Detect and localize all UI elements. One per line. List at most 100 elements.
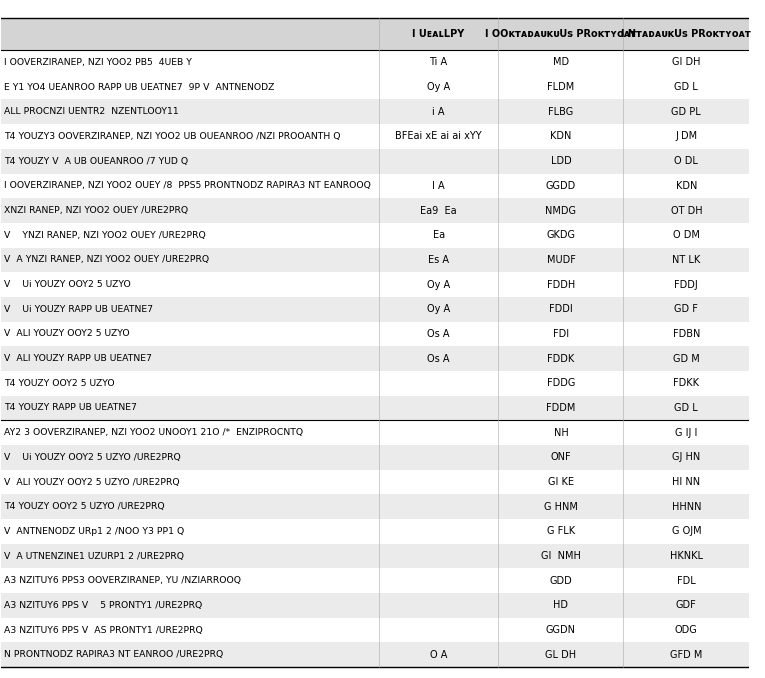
Text: Oy A: Oy A [427,304,450,315]
Text: T4 YOUZY OOY2 5 UZYO /URE2PRQ: T4 YOUZY OOY2 5 UZYO /URE2PRQ [4,502,164,511]
Text: T4 YOUZY3 OOVERZIRANEP, NZI YOO2 UB OUEANROO /NZI PROOANTH Q: T4 YOUZY3 OOVERZIRANEP, NZI YOO2 UB OUEA… [4,132,340,141]
Text: ODG: ODG [675,625,698,635]
Text: FDI: FDI [553,329,569,339]
Text: HHNN: HHNN [672,502,701,512]
Text: T4 YOUZY V  A UB OUEANROO /7 YUD Q: T4 YOUZY V A UB OUEANROO /7 YUD Q [4,157,188,165]
Bar [1,50,749,75]
Bar [1,568,749,593]
Text: FDDI: FDDI [549,304,573,315]
Bar [1,593,749,618]
Text: A3 NZITUY6 PPS V    5 PRONTY1 /URE2PRQ: A3 NZITUY6 PPS V 5 PRONTY1 /URE2PRQ [4,601,202,610]
Bar [1,75,749,100]
Text: ALL PROCNZI UENTR2  NZENTLOOY11: ALL PROCNZI UENTR2 NZENTLOOY11 [4,107,178,117]
Text: G FLK: G FLK [547,526,575,536]
Text: I NᴛᴀᴅᴀᴜᴋUs PRᴏᴋᴛʏᴏᴀᴛ: I NᴛᴀᴅᴀᴜᴋUs PRᴏᴋᴛʏᴏᴀᴛ [621,29,751,39]
Text: FDDJ: FDDJ [675,279,698,290]
Text: GDF: GDF [676,601,697,610]
Text: A3 NZITUY6 PPS3 OOVERZIRANEP, YU /NZIARROOQ: A3 NZITUY6 PPS3 OOVERZIRANEP, YU /NZIARR… [4,576,241,585]
Text: GD L: GD L [675,82,698,92]
Text: G OJM: G OJM [672,526,702,536]
Bar [1,396,749,420]
Text: I OOVERZIRANEP, NZI YOO2 OUEY /8  PPS5 PRONTNODZ RAPIRA3 NT EANROOQ: I OOVERZIRANEP, NZI YOO2 OUEY /8 PPS5 PR… [4,181,370,191]
Text: J DM: J DM [675,132,698,142]
Bar [1,494,749,519]
Text: BFEai xE ai ai xYY: BFEai xE ai ai xYY [396,132,482,142]
Text: Es A: Es A [428,255,449,265]
Text: GI DH: GI DH [672,58,701,67]
Bar [1,100,749,124]
Text: N PRONTNODZ RAPIRA3 NT EANROO /URE2PRQ: N PRONTNODZ RAPIRA3 NT EANROO /URE2PRQ [4,650,223,659]
Bar [1,124,749,148]
Text: O DM: O DM [673,231,700,240]
Text: FDDG: FDDG [547,378,575,388]
Text: I A: I A [432,181,445,191]
Text: GD PL: GD PL [672,107,702,117]
Bar [1,420,749,445]
Bar [1,247,749,273]
Text: I OOᴋᴛᴀᴅᴀᴜᴋᴜUs PRᴏᴋᴛʏᴏᴀᴛ: I OOᴋᴛᴀᴅᴀᴜᴋᴜUs PRᴏᴋᴛʏᴏᴀᴛ [486,29,636,39]
Text: I OOVERZIRANEP, NZI YOO2 PB5  4UEB Y: I OOVERZIRANEP, NZI YOO2 PB5 4UEB Y [4,58,191,67]
Text: FLDM: FLDM [547,82,575,92]
Text: Os A: Os A [428,354,450,363]
Bar [1,618,749,643]
Text: V    Ui YOUZY OOY2 5 UZYO: V Ui YOUZY OOY2 5 UZYO [4,280,131,289]
Text: GD F: GD F [675,304,698,315]
Text: ONF: ONF [551,452,571,462]
Text: FDBN: FDBN [672,329,700,339]
Bar [1,519,749,544]
Text: FDDM: FDDM [546,403,575,413]
Text: GGDD: GGDD [546,181,576,191]
Text: I UᴇᴀʟLPY: I UᴇᴀʟLPY [412,29,464,39]
Text: V  ALI YOUZY OOY2 5 UZYO /URE2PRQ: V ALI YOUZY OOY2 5 UZYO /URE2PRQ [4,477,179,487]
Text: O A: O A [430,650,448,660]
Text: NMDG: NMDG [545,205,577,216]
Text: FDDH: FDDH [547,279,575,290]
Bar [1,148,749,174]
Text: Os A: Os A [428,329,450,339]
Text: GGDN: GGDN [546,625,576,635]
Bar [1,198,749,223]
Text: KDN: KDN [550,132,571,142]
Bar [1,445,749,470]
Text: Ea9  Ea: Ea9 Ea [420,205,457,216]
Text: V    YNZI RANEP, NZI YOO2 OUEY /URE2PRQ: V YNZI RANEP, NZI YOO2 OUEY /URE2PRQ [4,231,206,240]
Text: V    Ui YOUZY RAPP UB UEATNE7: V Ui YOUZY RAPP UB UEATNE7 [4,304,153,314]
Text: HD: HD [553,601,568,610]
Text: E Y1 YO4 UEANROO RAPP UB UEATNE7  9P V  ANTNENODZ: E Y1 YO4 UEANROO RAPP UB UEATNE7 9P V AN… [4,83,274,92]
Text: O DL: O DL [675,156,698,166]
Text: Ti A: Ti A [429,58,448,67]
Text: V    Ui YOUZY OOY2 5 UZYO /URE2PRQ: V Ui YOUZY OOY2 5 UZYO /URE2PRQ [4,453,181,462]
Text: GKDG: GKDG [546,231,575,240]
Text: V  A YNZI RANEP, NZI YOO2 OUEY /URE2PRQ: V A YNZI RANEP, NZI YOO2 OUEY /URE2PRQ [4,256,209,264]
Text: KDN: KDN [675,181,697,191]
Text: FDKK: FDKK [673,378,699,388]
Text: GDD: GDD [549,576,572,586]
Text: Oy A: Oy A [427,82,450,92]
Text: A3 NZITUY6 PPS V  AS PRONTY1 /URE2PRQ: A3 NZITUY6 PPS V AS PRONTY1 /URE2PRQ [4,626,203,635]
Text: HKNKL: HKNKL [670,551,703,561]
Bar [1,643,749,667]
Bar [1,470,749,494]
Text: GD L: GD L [675,403,698,413]
Text: V  A UTNENZINE1 UZURP1 2 /URE2PRQ: V A UTNENZINE1 UZURP1 2 /URE2PRQ [4,552,184,561]
Text: Ea: Ea [432,231,444,240]
Bar [1,18,749,50]
Text: FLBG: FLBG [549,107,574,117]
Bar [1,346,749,371]
Text: GI KE: GI KE [548,477,574,487]
Text: V  ANTNENODZ URp1 2 /NOO Y3 PP1 Q: V ANTNENODZ URp1 2 /NOO Y3 PP1 Q [4,527,184,536]
Bar [1,174,749,198]
Text: LDD: LDD [551,156,571,166]
Text: V  ALI YOUZY RAPP UB UEATNE7: V ALI YOUZY RAPP UB UEATNE7 [4,354,151,363]
Text: G IJ I: G IJ I [675,428,698,438]
Text: GFD M: GFD M [670,650,702,660]
Text: GI  NMH: GI NMH [541,551,581,561]
Bar [1,544,749,568]
Bar [1,297,749,321]
Text: Oy A: Oy A [427,279,450,290]
Text: MD: MD [553,58,569,67]
Text: NH: NH [554,428,568,438]
Text: AY2 3 OOVERZIRANEP, NZI YOO2 UNOOY1 21O /*  ENZIPROCNTQ: AY2 3 OOVERZIRANEP, NZI YOO2 UNOOY1 21O … [4,428,303,437]
Text: NT LK: NT LK [672,255,701,265]
Text: HI NN: HI NN [672,477,701,487]
